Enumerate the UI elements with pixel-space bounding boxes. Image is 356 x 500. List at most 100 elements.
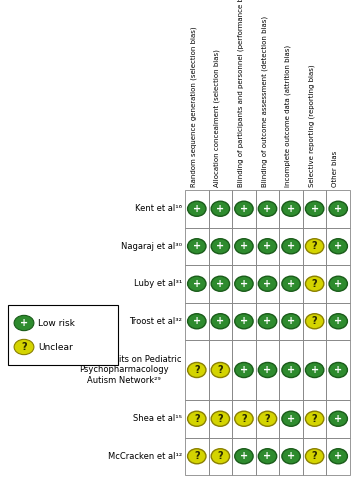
Bar bbox=[232, 190, 256, 228]
Text: +: + bbox=[263, 204, 272, 214]
Text: +: + bbox=[240, 365, 248, 375]
Text: +: + bbox=[20, 318, 28, 328]
Bar bbox=[185, 400, 209, 438]
Ellipse shape bbox=[211, 314, 230, 329]
Text: +: + bbox=[216, 279, 224, 289]
Ellipse shape bbox=[188, 314, 206, 329]
Text: Unclear: Unclear bbox=[38, 342, 73, 351]
Bar bbox=[8, 305, 118, 365]
Text: Incomplete outcome data (attrition bias): Incomplete outcome data (attrition bias) bbox=[284, 45, 291, 187]
Text: +: + bbox=[287, 279, 295, 289]
Text: +: + bbox=[334, 204, 342, 214]
Text: Allocation concealment (selection bias): Allocation concealment (selection bias) bbox=[214, 49, 220, 187]
Bar bbox=[303, 438, 326, 475]
Bar bbox=[256, 228, 279, 265]
Ellipse shape bbox=[305, 314, 324, 329]
Ellipse shape bbox=[235, 448, 253, 464]
Text: +: + bbox=[240, 242, 248, 251]
Text: +: + bbox=[216, 242, 224, 251]
Ellipse shape bbox=[188, 448, 206, 464]
Bar bbox=[303, 340, 326, 400]
Ellipse shape bbox=[235, 201, 253, 216]
Ellipse shape bbox=[14, 316, 34, 330]
Ellipse shape bbox=[258, 314, 277, 329]
Ellipse shape bbox=[235, 238, 253, 254]
Text: Blinding of participants and personnel (performance bias): Blinding of participants and personnel (… bbox=[237, 0, 244, 187]
Ellipse shape bbox=[329, 314, 347, 329]
Text: +: + bbox=[216, 204, 224, 214]
Text: +: + bbox=[263, 451, 272, 461]
Text: +: + bbox=[310, 365, 319, 375]
Text: +: + bbox=[240, 204, 248, 214]
Text: +: + bbox=[263, 242, 272, 251]
Bar bbox=[209, 228, 232, 265]
Ellipse shape bbox=[329, 238, 347, 254]
Text: Other bias: Other bias bbox=[332, 151, 338, 187]
Ellipse shape bbox=[282, 362, 300, 378]
Text: ?: ? bbox=[194, 414, 200, 424]
Bar bbox=[279, 438, 303, 475]
Ellipse shape bbox=[258, 448, 277, 464]
Bar bbox=[185, 438, 209, 475]
Text: Blinding of outcome assessment (detection bias): Blinding of outcome assessment (detectio… bbox=[261, 16, 267, 187]
Text: ?: ? bbox=[241, 414, 247, 424]
Ellipse shape bbox=[282, 448, 300, 464]
Bar bbox=[279, 190, 303, 228]
Text: ?: ? bbox=[194, 451, 200, 461]
Text: +: + bbox=[334, 451, 342, 461]
Text: ?: ? bbox=[218, 451, 223, 461]
Text: +: + bbox=[310, 204, 319, 214]
Bar bbox=[303, 302, 326, 340]
Ellipse shape bbox=[305, 276, 324, 291]
Bar bbox=[279, 400, 303, 438]
Ellipse shape bbox=[258, 238, 277, 254]
Text: +: + bbox=[334, 414, 342, 424]
Bar bbox=[209, 302, 232, 340]
Ellipse shape bbox=[211, 362, 230, 378]
Text: +: + bbox=[193, 242, 201, 251]
Text: +: + bbox=[240, 316, 248, 326]
Bar bbox=[256, 302, 279, 340]
Text: ?: ? bbox=[218, 414, 223, 424]
Bar bbox=[232, 438, 256, 475]
Text: Troost et al³²: Troost et al³² bbox=[129, 317, 182, 326]
Bar bbox=[303, 228, 326, 265]
Ellipse shape bbox=[329, 448, 347, 464]
Text: +: + bbox=[334, 279, 342, 289]
Ellipse shape bbox=[235, 276, 253, 291]
Ellipse shape bbox=[329, 276, 347, 291]
Text: +: + bbox=[334, 242, 342, 251]
Text: +: + bbox=[334, 365, 342, 375]
Bar bbox=[232, 228, 256, 265]
Text: ?: ? bbox=[312, 414, 318, 424]
Bar bbox=[303, 400, 326, 438]
Bar bbox=[185, 302, 209, 340]
Bar bbox=[232, 340, 256, 400]
Ellipse shape bbox=[211, 448, 230, 464]
Text: +: + bbox=[263, 316, 272, 326]
Ellipse shape bbox=[282, 411, 300, 426]
Bar bbox=[326, 190, 350, 228]
Bar bbox=[279, 302, 303, 340]
Ellipse shape bbox=[188, 276, 206, 291]
Bar bbox=[279, 228, 303, 265]
Text: Luby et al³¹: Luby et al³¹ bbox=[134, 279, 182, 288]
Bar bbox=[232, 400, 256, 438]
Ellipse shape bbox=[305, 411, 324, 426]
Text: +: + bbox=[287, 204, 295, 214]
Ellipse shape bbox=[188, 238, 206, 254]
Ellipse shape bbox=[305, 238, 324, 254]
Bar bbox=[232, 265, 256, 302]
Bar bbox=[209, 265, 232, 302]
Text: Kent et al¹⁶: Kent et al¹⁶ bbox=[135, 204, 182, 213]
Text: ?: ? bbox=[21, 342, 27, 352]
Text: Selective reporting (reporting bias): Selective reporting (reporting bias) bbox=[308, 64, 315, 187]
Text: +: + bbox=[263, 279, 272, 289]
Text: +: + bbox=[263, 365, 272, 375]
Bar bbox=[279, 265, 303, 302]
Bar bbox=[185, 228, 209, 265]
Ellipse shape bbox=[14, 340, 34, 354]
Text: +: + bbox=[287, 451, 295, 461]
Bar bbox=[256, 190, 279, 228]
Ellipse shape bbox=[282, 276, 300, 291]
